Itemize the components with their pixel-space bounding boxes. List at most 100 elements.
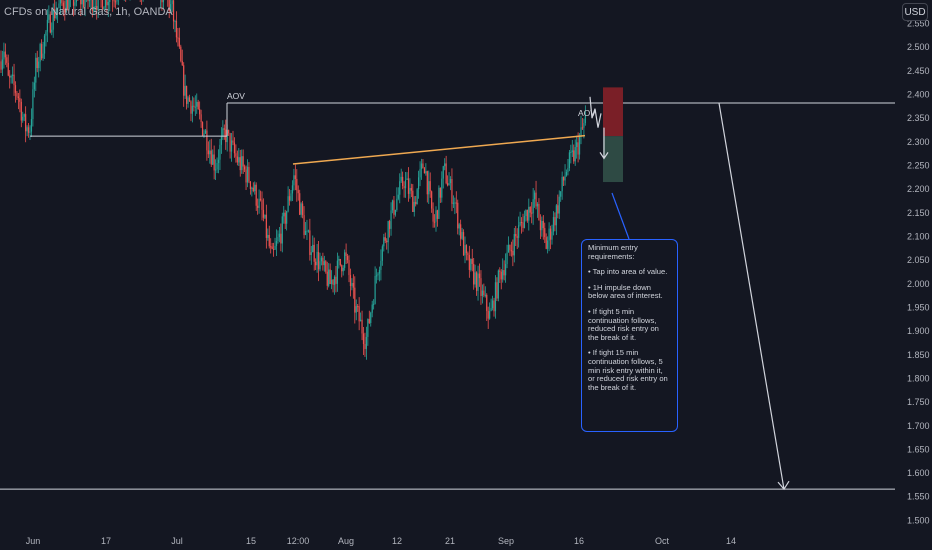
candle-body <box>576 142 578 148</box>
candle-body <box>23 114 25 117</box>
candle-body <box>206 130 208 151</box>
note-connector <box>611 192 630 240</box>
candle-body <box>199 109 201 115</box>
candle-body <box>428 181 430 195</box>
candle-body <box>317 251 320 270</box>
time-tick-label: Aug <box>338 536 354 546</box>
candle-body <box>528 206 530 221</box>
candle-body <box>12 74 14 76</box>
candle-body <box>518 225 520 238</box>
candle-body <box>352 282 354 288</box>
candle-body <box>332 279 334 285</box>
note-paragraph: • If tight 5 min continuation follows, r… <box>588 306 659 342</box>
trendline[interactable] <box>292 134 586 165</box>
candle-body <box>274 245 276 250</box>
price-tick-label: 1.950 <box>907 302 930 312</box>
candle-body <box>506 252 508 265</box>
stop-loss-zone[interactable] <box>603 87 623 137</box>
candle-body <box>435 210 437 222</box>
candle-body <box>288 196 291 201</box>
candle-body <box>94 6 96 8</box>
candle-body <box>268 234 270 247</box>
candle-body <box>367 319 369 337</box>
candle-body <box>578 136 581 155</box>
time-tick-label: 12 <box>392 536 402 546</box>
candle-body <box>236 156 238 163</box>
candle-body <box>36 57 38 69</box>
candle-body <box>531 212 533 214</box>
candle-body <box>402 176 404 187</box>
candle-body <box>7 62 9 76</box>
candle-body <box>513 234 515 256</box>
currency-button[interactable]: USD <box>902 3 928 21</box>
candle-body <box>329 269 331 285</box>
candle-body <box>191 105 193 114</box>
candle-body <box>335 276 337 284</box>
candle-body <box>4 51 6 58</box>
candle-body <box>449 178 452 184</box>
price-tick-label: 2.450 <box>907 66 930 76</box>
candle-body <box>375 275 378 277</box>
candle-body <box>48 14 50 20</box>
candle-body <box>293 175 295 186</box>
candle-body <box>419 169 421 178</box>
candle-body <box>542 220 544 229</box>
candle-body <box>113 0 115 2</box>
candle-body <box>544 228 546 238</box>
candle-body <box>20 101 22 121</box>
candle-body <box>532 199 534 214</box>
candle-body <box>219 144 221 160</box>
price-tick-label: 1.550 <box>907 492 930 502</box>
candle-body <box>523 216 526 228</box>
candle-body <box>294 175 296 179</box>
candle-body <box>512 250 514 256</box>
candle-body <box>462 232 465 256</box>
candle-body <box>87 0 89 2</box>
entry-requirements-note[interactable]: Minimum entry requirements: • Tap into a… <box>581 239 678 432</box>
candle-body <box>484 294 486 296</box>
candle-body <box>384 237 386 241</box>
candle-body <box>557 205 559 214</box>
candle-body <box>13 74 15 86</box>
candle-body <box>560 191 562 197</box>
candle-body <box>116 0 118 2</box>
candle-body <box>22 116 24 121</box>
projection-arrow <box>718 102 790 491</box>
candle-body <box>80 0 82 5</box>
price-tick-label: 1.900 <box>907 326 930 336</box>
candle-body <box>233 142 236 154</box>
candle-body <box>386 240 388 243</box>
candle-body <box>170 4 172 11</box>
candle-body <box>38 61 40 69</box>
candle-body <box>510 250 512 252</box>
candle-body <box>262 209 265 218</box>
candle-body <box>84 0 86 7</box>
time-axis[interactable]: Jun 17 Jul 15 12:00 Aug 12 21 Sep 16 Oct 14 <box>26 536 736 546</box>
candle-body <box>397 194 399 199</box>
candle-body <box>409 188 411 194</box>
candle-body <box>228 130 230 134</box>
take-profit-zone[interactable] <box>603 136 623 183</box>
candle-body <box>470 258 472 270</box>
candle-body <box>360 319 362 322</box>
note-paragraph: Minimum entry requirements: <box>588 243 638 261</box>
candle-body <box>365 336 367 349</box>
candle-body <box>354 287 356 313</box>
price-axis[interactable]: 2.550 2.500 2.450 2.400 2.350 2.300 2.250 2.200… <box>907 19 930 526</box>
candle-body <box>374 276 376 304</box>
candle-body <box>271 246 273 249</box>
candle-body <box>438 187 440 219</box>
candle-body <box>74 2 76 6</box>
candle-body <box>172 0 175 22</box>
candle-body <box>489 311 491 319</box>
candle-body <box>538 203 540 221</box>
candle-body <box>520 221 523 223</box>
candle-body <box>91 0 93 12</box>
candle-body <box>361 319 363 334</box>
candle-body <box>45 31 47 36</box>
candle-body <box>323 261 325 266</box>
candle-body <box>487 310 489 319</box>
candle-body <box>505 264 507 276</box>
